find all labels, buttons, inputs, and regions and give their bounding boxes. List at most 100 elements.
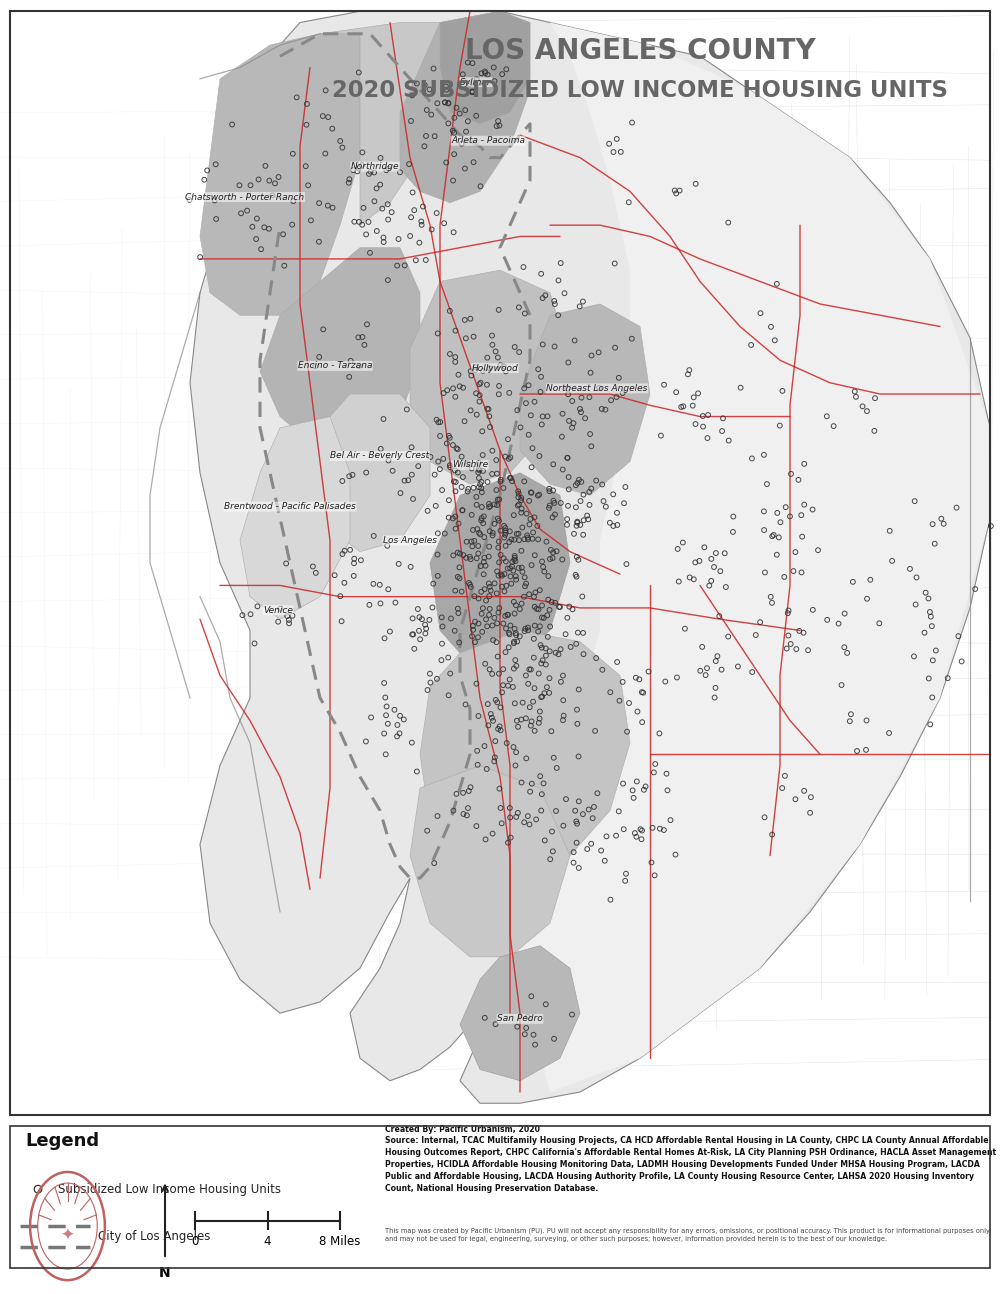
Point (437, 92, 453, 113)
Point (691, 551, 707, 572)
Point (446, 221, 462, 242)
Point (508, 569, 524, 590)
Point (602, 682, 618, 703)
Point (575, 804, 591, 824)
Point (469, 69, 485, 89)
Point (521, 659, 537, 679)
Point (954, 651, 970, 672)
Point (503, 827, 519, 848)
Point (491, 299, 507, 320)
Point (412, 629, 428, 650)
Point (837, 603, 853, 624)
Point (597, 400, 613, 421)
Point (491, 375, 507, 396)
Point (796, 453, 812, 474)
Point (628, 668, 644, 688)
Point (510, 481, 526, 502)
Point (494, 576, 510, 597)
Point (788, 639, 804, 660)
Point (478, 829, 494, 850)
Point (598, 497, 614, 518)
Point (550, 644, 566, 665)
Point (558, 789, 574, 810)
Point (404, 465, 420, 485)
Point (545, 480, 561, 501)
Point (534, 686, 550, 707)
Point (566, 524, 582, 545)
Point (486, 494, 502, 515)
Point (581, 800, 597, 820)
Point (485, 710, 501, 731)
Point (519, 525, 535, 546)
Point (497, 524, 513, 545)
Point (834, 674, 850, 695)
Point (669, 668, 685, 688)
Point (624, 329, 640, 349)
Point (272, 598, 288, 619)
Point (547, 505, 563, 525)
Point (586, 797, 602, 818)
Point (907, 490, 923, 511)
Point (452, 104, 468, 124)
Point (442, 427, 458, 448)
Point (474, 421, 490, 441)
Point (231, 175, 247, 195)
Point (458, 327, 474, 348)
Point (397, 255, 413, 276)
Point (404, 85, 420, 106)
Point (531, 484, 547, 505)
Point (531, 663, 547, 683)
Point (687, 553, 703, 573)
Point (468, 106, 484, 127)
Point (459, 805, 475, 826)
Point (983, 516, 999, 537)
Point (484, 440, 500, 461)
Point (725, 521, 741, 542)
Point (429, 669, 445, 690)
Point (564, 391, 580, 411)
Point (426, 58, 442, 79)
Point (465, 477, 481, 498)
Point (553, 672, 569, 692)
Point (555, 404, 571, 424)
Point (555, 690, 571, 710)
Point (521, 375, 537, 396)
Point (756, 445, 772, 466)
Point (553, 639, 569, 660)
Point (337, 541, 353, 562)
Polygon shape (440, 12, 530, 124)
Point (506, 659, 522, 679)
Point (279, 606, 295, 626)
Polygon shape (310, 393, 430, 551)
Point (569, 832, 585, 853)
Point (569, 515, 585, 536)
Point (601, 133, 617, 154)
Point (514, 773, 530, 793)
Point (520, 806, 536, 827)
Point (721, 430, 737, 450)
Point (499, 732, 515, 753)
Point (488, 480, 504, 501)
Point (687, 414, 703, 435)
Point (524, 710, 540, 731)
Point (494, 565, 510, 586)
Point (411, 607, 427, 628)
Point (539, 604, 555, 625)
Text: Created By: Pacific Urbanism, 2020
Source: Internal, TCAC Multifamily Housing Pr: Created By: Pacific Urbanism, 2020 Sourc… (385, 1124, 996, 1193)
Point (459, 532, 475, 553)
Point (542, 599, 558, 620)
Point (477, 62, 493, 83)
Point (495, 675, 511, 696)
Point (924, 687, 940, 708)
Point (568, 811, 584, 832)
Point (810, 540, 826, 560)
Point (496, 515, 512, 536)
Point (530, 358, 546, 379)
Point (588, 648, 604, 669)
Point (569, 511, 585, 532)
Point (327, 565, 343, 586)
Point (361, 163, 377, 184)
Point (494, 682, 510, 703)
Point (695, 417, 711, 437)
Point (476, 527, 492, 547)
